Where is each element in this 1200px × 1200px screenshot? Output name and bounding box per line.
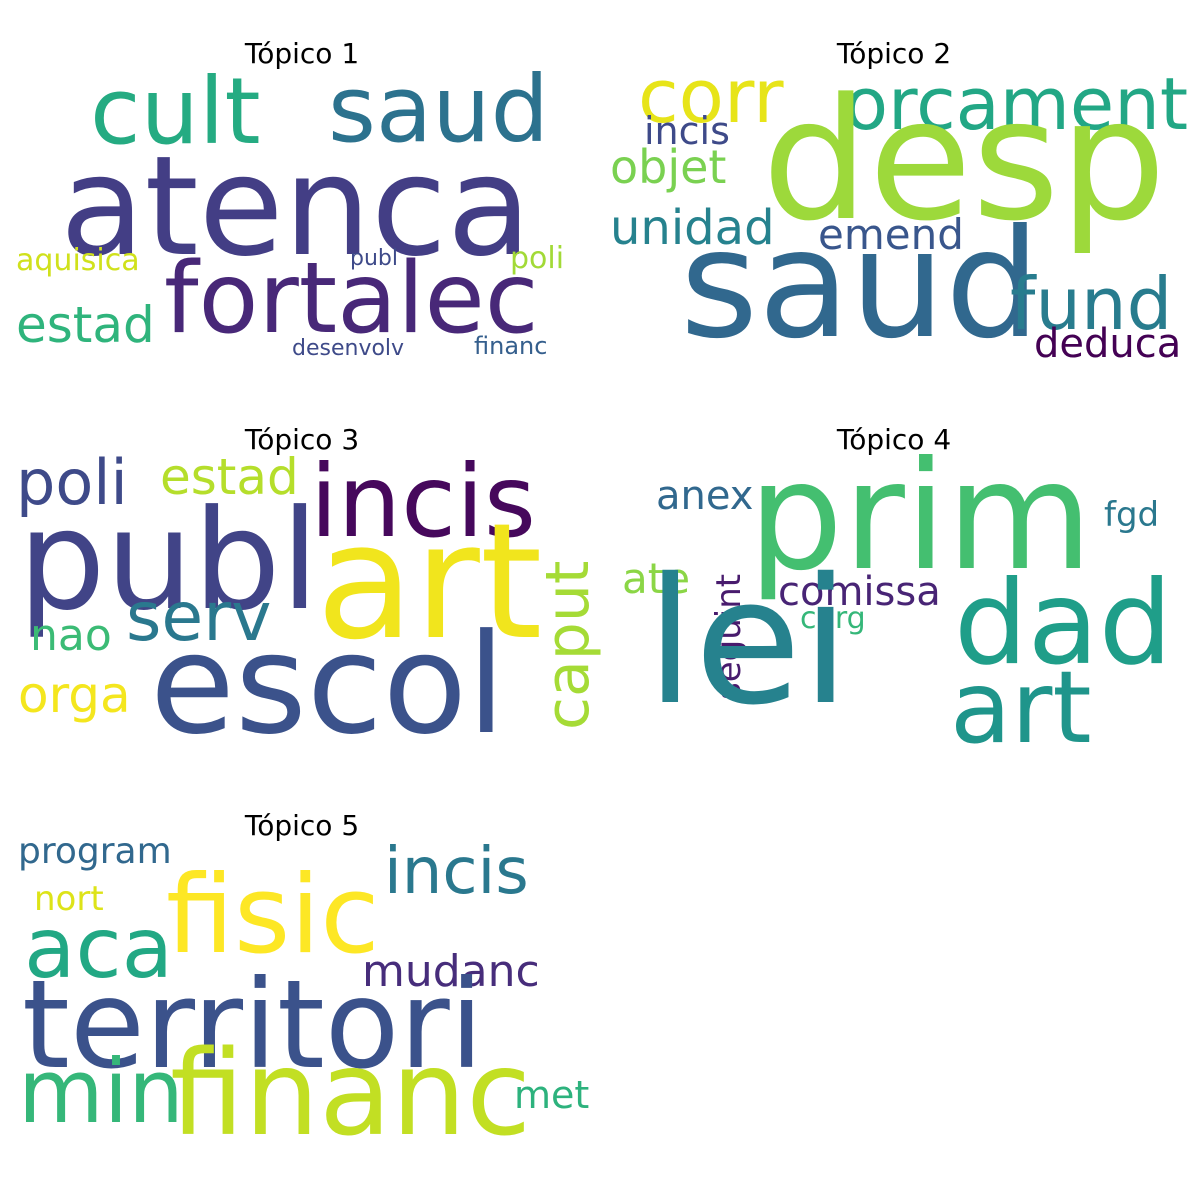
word-estad: estad (160, 448, 299, 506)
word-lei: lei (646, 541, 850, 744)
word-fisic: fisic (166, 853, 380, 978)
word-objet: objet (610, 140, 727, 194)
word-art: art (316, 488, 543, 675)
word-orga: orga (18, 666, 131, 724)
word-financ: financ (474, 332, 548, 360)
word-corr: corr (638, 54, 784, 140)
word-aca: aca (24, 899, 174, 997)
topic-4-wordcloud: Tópico 4 anex prim fgd ate seguint comis… (604, 426, 1184, 768)
word-atenca: atenca (60, 126, 532, 287)
word-dad: dad (954, 556, 1173, 691)
word-prim: prim (748, 430, 1093, 604)
word-fund: fund (1010, 262, 1173, 346)
word-program: program (18, 831, 172, 872)
word-desenvolv: desenvolv (292, 336, 405, 361)
word-ate: ate (622, 554, 691, 603)
topic-3-title: Tópico 3 (244, 423, 360, 456)
word-mudanc: mudanc (362, 946, 540, 997)
word-territori: territori (22, 954, 484, 1096)
word-deduca: deduca (1034, 321, 1182, 367)
topic-2-title: Tópico 2 (836, 37, 952, 70)
word-aquisica: aquisica (16, 243, 140, 278)
word-incis: incis (644, 109, 730, 153)
word-saud: saud (680, 198, 1041, 372)
topic-4-title: Tópico 4 (836, 423, 952, 456)
word-poli: poli (16, 446, 128, 519)
word-desp: desp (762, 62, 1167, 258)
word-orcament: orcament (844, 62, 1189, 146)
word-met: met (514, 1073, 590, 1117)
word-comissa: comissa (778, 569, 941, 615)
word-art: art (950, 649, 1092, 766)
word-incis: incis (310, 443, 537, 560)
word-fgd: fgd (1104, 495, 1160, 535)
topic-1-wordcloud: Tópico 1 cult saud atenca fortalec estad… (12, 40, 592, 382)
word-financ: financ (170, 1024, 532, 1162)
word-poli: poli (510, 241, 565, 276)
word-anex: anex (656, 473, 754, 519)
word-saud: saud (328, 56, 550, 163)
word-unidad: unidad (610, 200, 775, 256)
word-incis: incis (384, 835, 529, 909)
topic-1-title: Tópico 1 (244, 37, 360, 70)
topic-5-wordcloud: Tópico 5 program nort fisic incis aca mu… (12, 812, 592, 1162)
topic-5-title: Tópico 5 (244, 809, 360, 842)
word-estad: estad (16, 296, 155, 354)
word-serv: serv (126, 578, 272, 657)
topic-3-wordcloud: Tópico 3 poli estad incis publ art serv … (12, 426, 603, 768)
word-min: min (18, 1040, 184, 1143)
word-cult: cult (90, 58, 261, 165)
word-nao: nao (30, 610, 112, 661)
topic-2-wordcloud: Tópico 2 corr orcament desp incis objet … (604, 40, 1188, 382)
word-fortalec: fortalec (164, 242, 539, 356)
word-caput: caput (533, 560, 603, 730)
word-escol: escol (150, 604, 506, 765)
word-nort: nort (34, 879, 104, 919)
word-publ: publ (350, 246, 398, 271)
word-publ: publ (18, 480, 319, 641)
word-emend: emend (818, 210, 964, 259)
word-carg: carg (800, 601, 866, 636)
